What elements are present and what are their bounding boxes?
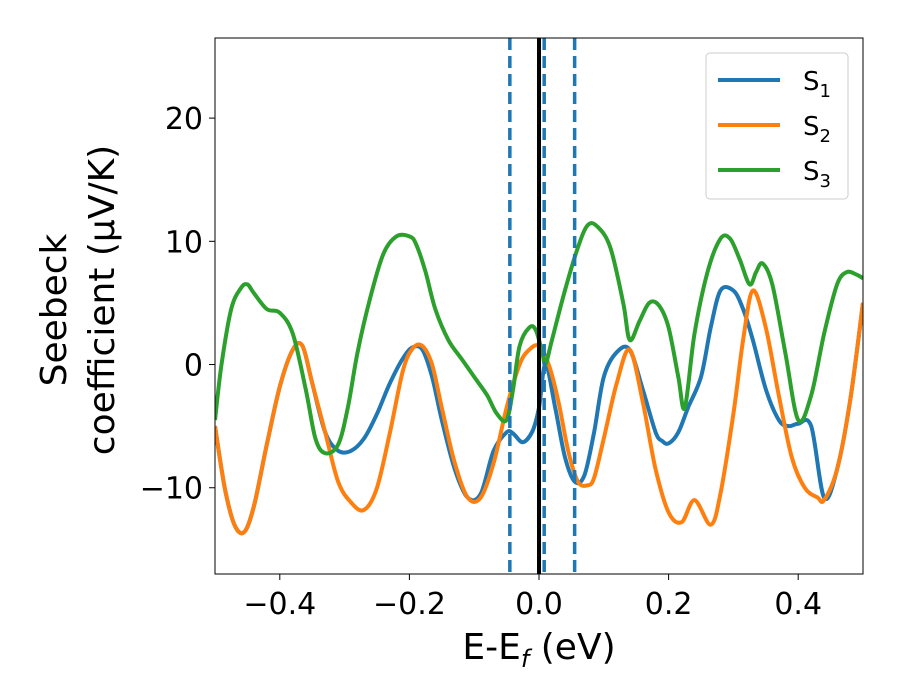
legend-label-s2: S2 [803,112,831,147]
x-tick-label: 0.2 [645,587,693,622]
y-axis-label-line1: Seebeck [34,233,75,386]
legend-label-s1: S1 [803,67,831,102]
x-axis-label: E-Ef (eV) [462,627,615,673]
y-axis-ticks: −10 0 10 20 [140,102,215,507]
y-tick-label: 20 [165,102,203,137]
x-tick-label: 0.4 [774,587,822,622]
x-tick-label: 0.0 [515,587,563,622]
y-tick-label: 0 [184,349,203,384]
y-tick-label: −10 [140,472,203,507]
x-tick-label: −0.4 [243,587,316,622]
legend-label-s3: S3 [803,157,831,192]
legend: S1 S2 S3 [705,52,849,200]
y-tick-label: 10 [165,225,203,260]
y-axis-label: Seebeck coefficient (μV/K) [34,145,123,455]
reference-lines [508,38,577,574]
y-axis-label-line2: coefficient (μV/K) [82,145,123,455]
x-axis-ticks: −0.4 −0.2 0.0 0.2 0.4 [243,574,822,622]
x-tick-label: −0.2 [373,587,446,622]
